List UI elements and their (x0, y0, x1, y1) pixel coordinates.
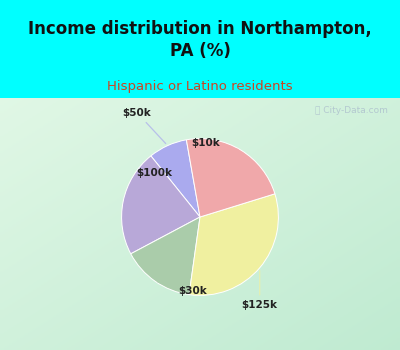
Text: $125k: $125k (242, 271, 278, 310)
Text: ⓘ City-Data.com: ⓘ City-Data.com (315, 106, 388, 114)
Wedge shape (189, 194, 278, 295)
Wedge shape (131, 217, 200, 295)
Wedge shape (186, 139, 275, 217)
Text: $10k: $10k (191, 138, 238, 149)
Text: $100k: $100k (125, 168, 172, 200)
Wedge shape (122, 156, 200, 254)
Wedge shape (151, 140, 200, 217)
Text: Income distribution in Northampton,
PA (%): Income distribution in Northampton, PA (… (28, 20, 372, 60)
Text: Hispanic or Latino residents: Hispanic or Latino residents (107, 80, 293, 93)
Text: $50k: $50k (123, 108, 166, 144)
Text: $30k: $30k (158, 282, 207, 296)
